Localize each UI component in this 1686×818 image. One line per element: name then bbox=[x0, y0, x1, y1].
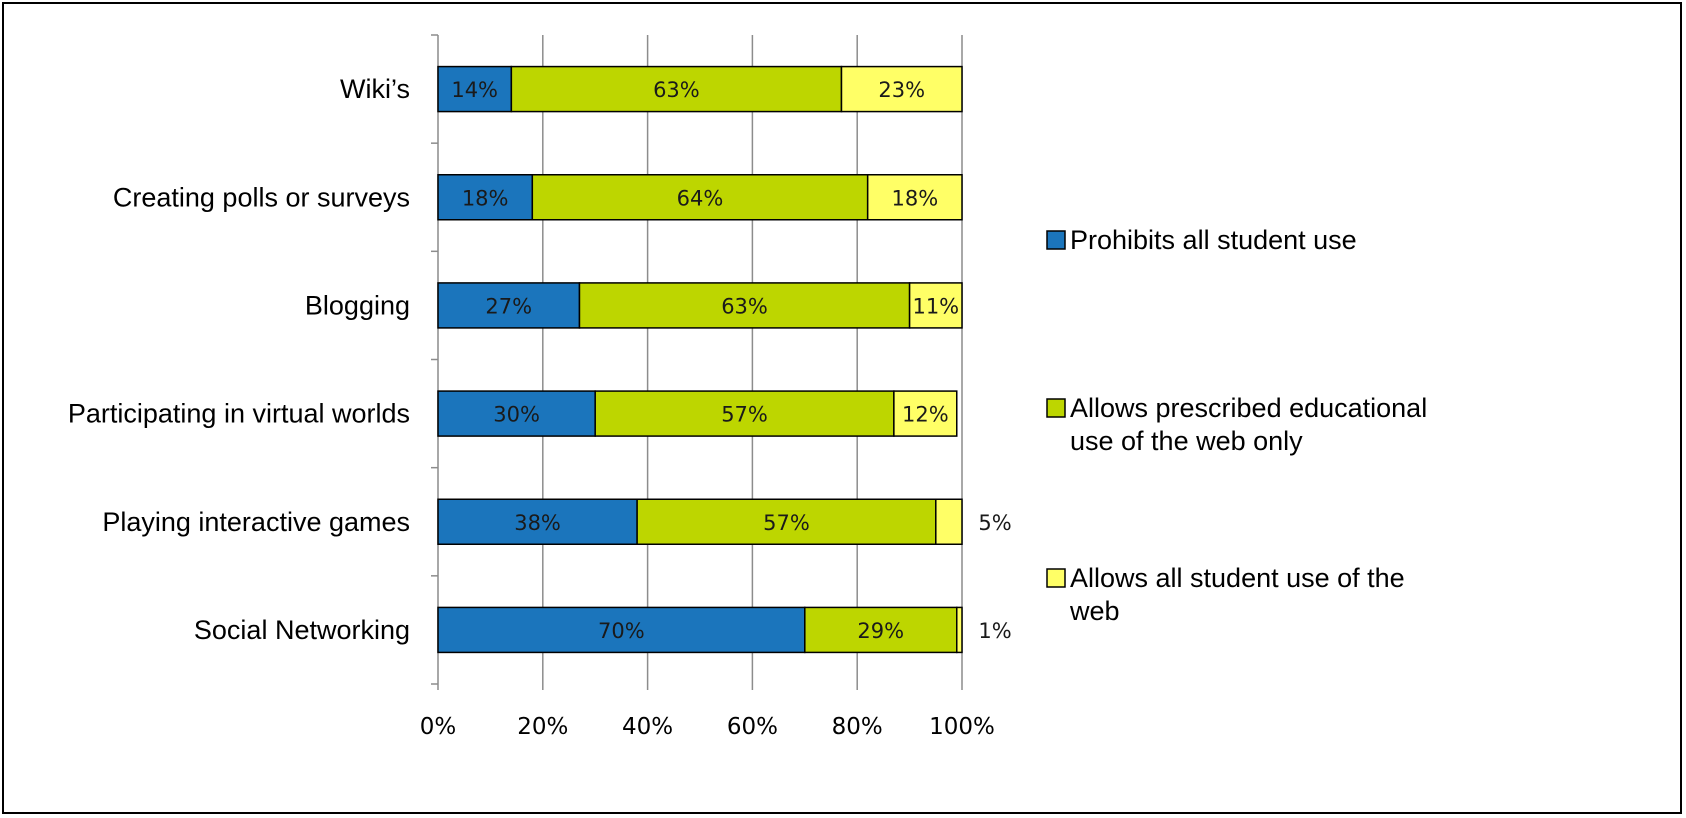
legend-label: Allows prescribed educational bbox=[1070, 393, 1427, 423]
bar-segment bbox=[908, 282, 963, 329]
x-tick-label: 100% bbox=[929, 714, 995, 740]
bar-segment bbox=[935, 498, 963, 545]
category-label: Social Networking bbox=[194, 615, 410, 645]
data-label: 23% bbox=[878, 78, 925, 102]
data-label: 18% bbox=[891, 186, 938, 210]
bar-segment bbox=[578, 282, 911, 329]
bar-segment bbox=[956, 606, 963, 654]
legend-label: use of the web only bbox=[1070, 426, 1303, 456]
data-label: 29% bbox=[857, 619, 904, 643]
data-label: 27% bbox=[485, 294, 532, 318]
category-label: Wiki’s bbox=[340, 74, 410, 104]
category-label: Participating in virtual worlds bbox=[68, 399, 410, 429]
data-label: 63% bbox=[721, 294, 768, 318]
bar-segment bbox=[893, 390, 958, 437]
category-label: Blogging bbox=[305, 290, 410, 320]
category-label: Creating polls or surveys bbox=[113, 182, 410, 212]
labels: 0% 20% 40% 60% 80% 100% Wiki’s 14% 63% 23% Creatin… bbox=[68, 74, 1012, 740]
data-label: 57% bbox=[721, 403, 768, 427]
x-tick-label: 40% bbox=[622, 714, 673, 740]
legend-label: Allows all student use of the bbox=[1070, 563, 1405, 593]
data-label: 12% bbox=[902, 403, 949, 427]
data-label: 30% bbox=[493, 403, 540, 427]
x-tick-label: 80% bbox=[832, 714, 883, 740]
data-label: 11% bbox=[912, 294, 959, 318]
data-label: 57% bbox=[763, 511, 810, 535]
x-tick-label: 60% bbox=[727, 714, 778, 740]
bars bbox=[437, 65, 963, 654]
bar-segment bbox=[437, 498, 638, 545]
legend-label: web bbox=[1069, 596, 1120, 626]
legend-swatch bbox=[1046, 230, 1066, 250]
bar-segment bbox=[510, 65, 843, 113]
data-label: 63% bbox=[653, 78, 700, 102]
data-label: 5% bbox=[978, 511, 1011, 535]
bar-segment bbox=[866, 174, 963, 221]
category-label: Playing interactive games bbox=[102, 507, 410, 537]
bar-segment bbox=[437, 390, 596, 437]
data-label: 1% bbox=[978, 619, 1011, 643]
legend-swatch bbox=[1046, 398, 1066, 418]
gridlines bbox=[542, 35, 963, 684]
x-tick-label: 20% bbox=[517, 714, 568, 740]
legend: Prohibits all student use Allows prescrib… bbox=[1046, 225, 1427, 626]
bar-segment bbox=[531, 174, 869, 221]
legend-swatch bbox=[1046, 568, 1066, 588]
bar-segment bbox=[437, 65, 513, 113]
data-label: 64% bbox=[677, 186, 724, 210]
data-label: 70% bbox=[598, 619, 645, 643]
axes bbox=[431, 34, 963, 690]
bar-segment bbox=[840, 65, 963, 113]
data-label: 14% bbox=[451, 78, 498, 102]
data-label: 38% bbox=[514, 511, 561, 535]
data-label: 18% bbox=[462, 186, 509, 210]
x-tick-label: 0% bbox=[420, 714, 457, 740]
bar-segment bbox=[636, 498, 937, 545]
bar-segment bbox=[437, 282, 581, 329]
legend-label: Prohibits all student use bbox=[1070, 225, 1357, 255]
bar-segment bbox=[437, 174, 534, 221]
